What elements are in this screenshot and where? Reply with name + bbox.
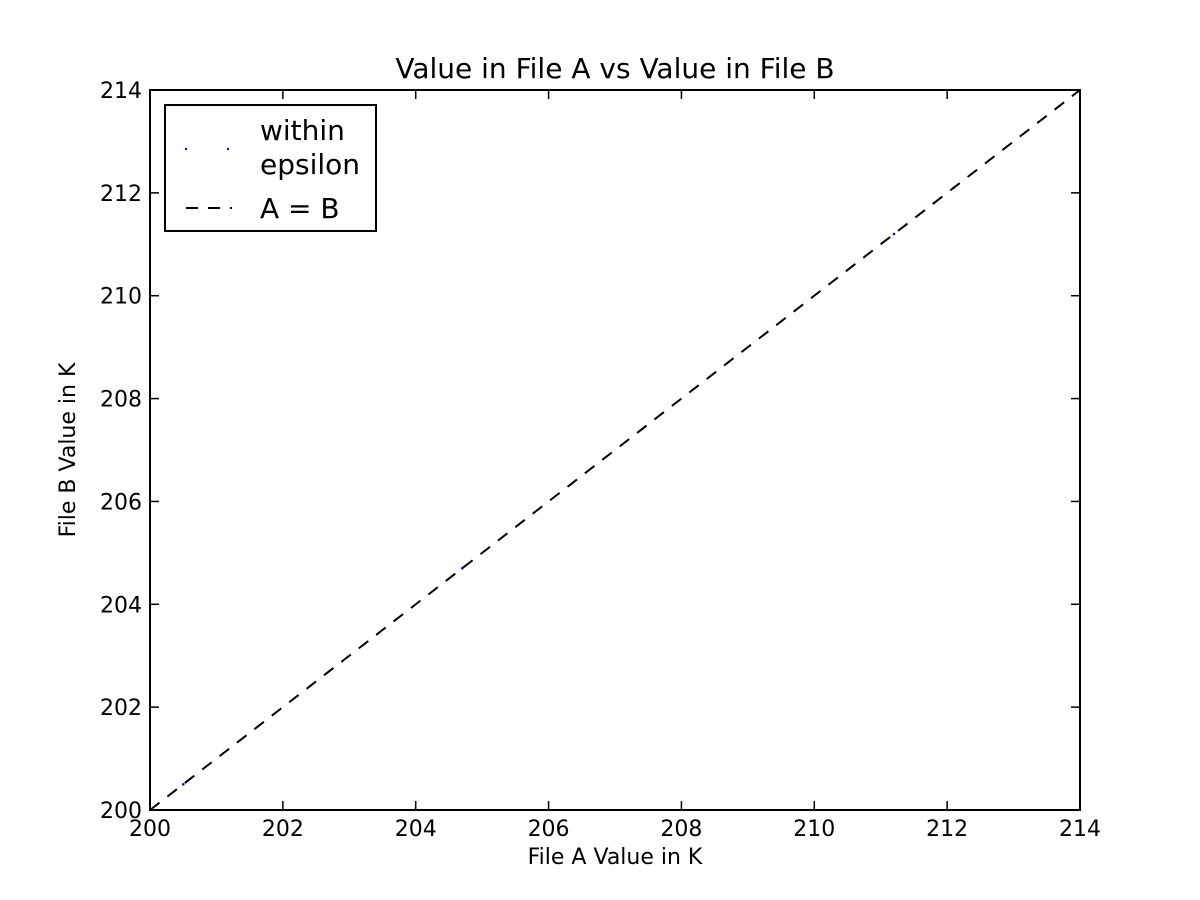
- y-tick-label: 204: [100, 593, 142, 618]
- legend-label-a-equals-b: A = B: [260, 192, 340, 225]
- legend-label-line-1: within: [260, 114, 345, 147]
- legend-marker-within-epsilon-right: [226, 147, 230, 151]
- x-tick-label: 204: [395, 817, 437, 842]
- y-tick-label: 208: [100, 388, 142, 413]
- y-axis-label: File B Value in K: [56, 362, 81, 537]
- x-tick-label: 210: [793, 817, 835, 842]
- legend-label-line-2: epsilon: [260, 148, 360, 181]
- data-point: [892, 232, 896, 236]
- data-point: [460, 566, 464, 570]
- chart-title: Value in File A vs Value in File B: [395, 52, 834, 85]
- x-axis-label: File A Value in K: [528, 845, 703, 870]
- x-tick-label: 202: [262, 817, 304, 842]
- y-tick-label: 210: [100, 285, 142, 310]
- legend: within epsilon A = B: [164, 104, 377, 232]
- legend-box: [164, 104, 377, 232]
- x-tick-label: 212: [926, 817, 968, 842]
- legend-label-within-epsilon: within epsilon: [260, 114, 360, 181]
- y-tick-label: 212: [100, 182, 142, 207]
- axis-ticks: 200 202 204 206 208 210 212 214 200 202 204 206 208 2…: [100, 79, 1101, 842]
- x-tick-label: 214: [1059, 817, 1101, 842]
- y-tick-label: 200: [100, 799, 142, 824]
- y-tick-label: 206: [100, 490, 142, 515]
- y-tick-label: 214: [100, 79, 142, 104]
- plot-area: [149, 89, 1081, 811]
- plot-frame: [149, 89, 1081, 811]
- x-tick-label: 206: [528, 817, 570, 842]
- x-tick-label: 200: [129, 817, 171, 842]
- legend-marker-within-epsilon-left: [184, 147, 188, 151]
- y-tick-label: 202: [100, 696, 142, 721]
- x-tick-label: 208: [660, 817, 702, 842]
- data-point: [181, 782, 185, 786]
